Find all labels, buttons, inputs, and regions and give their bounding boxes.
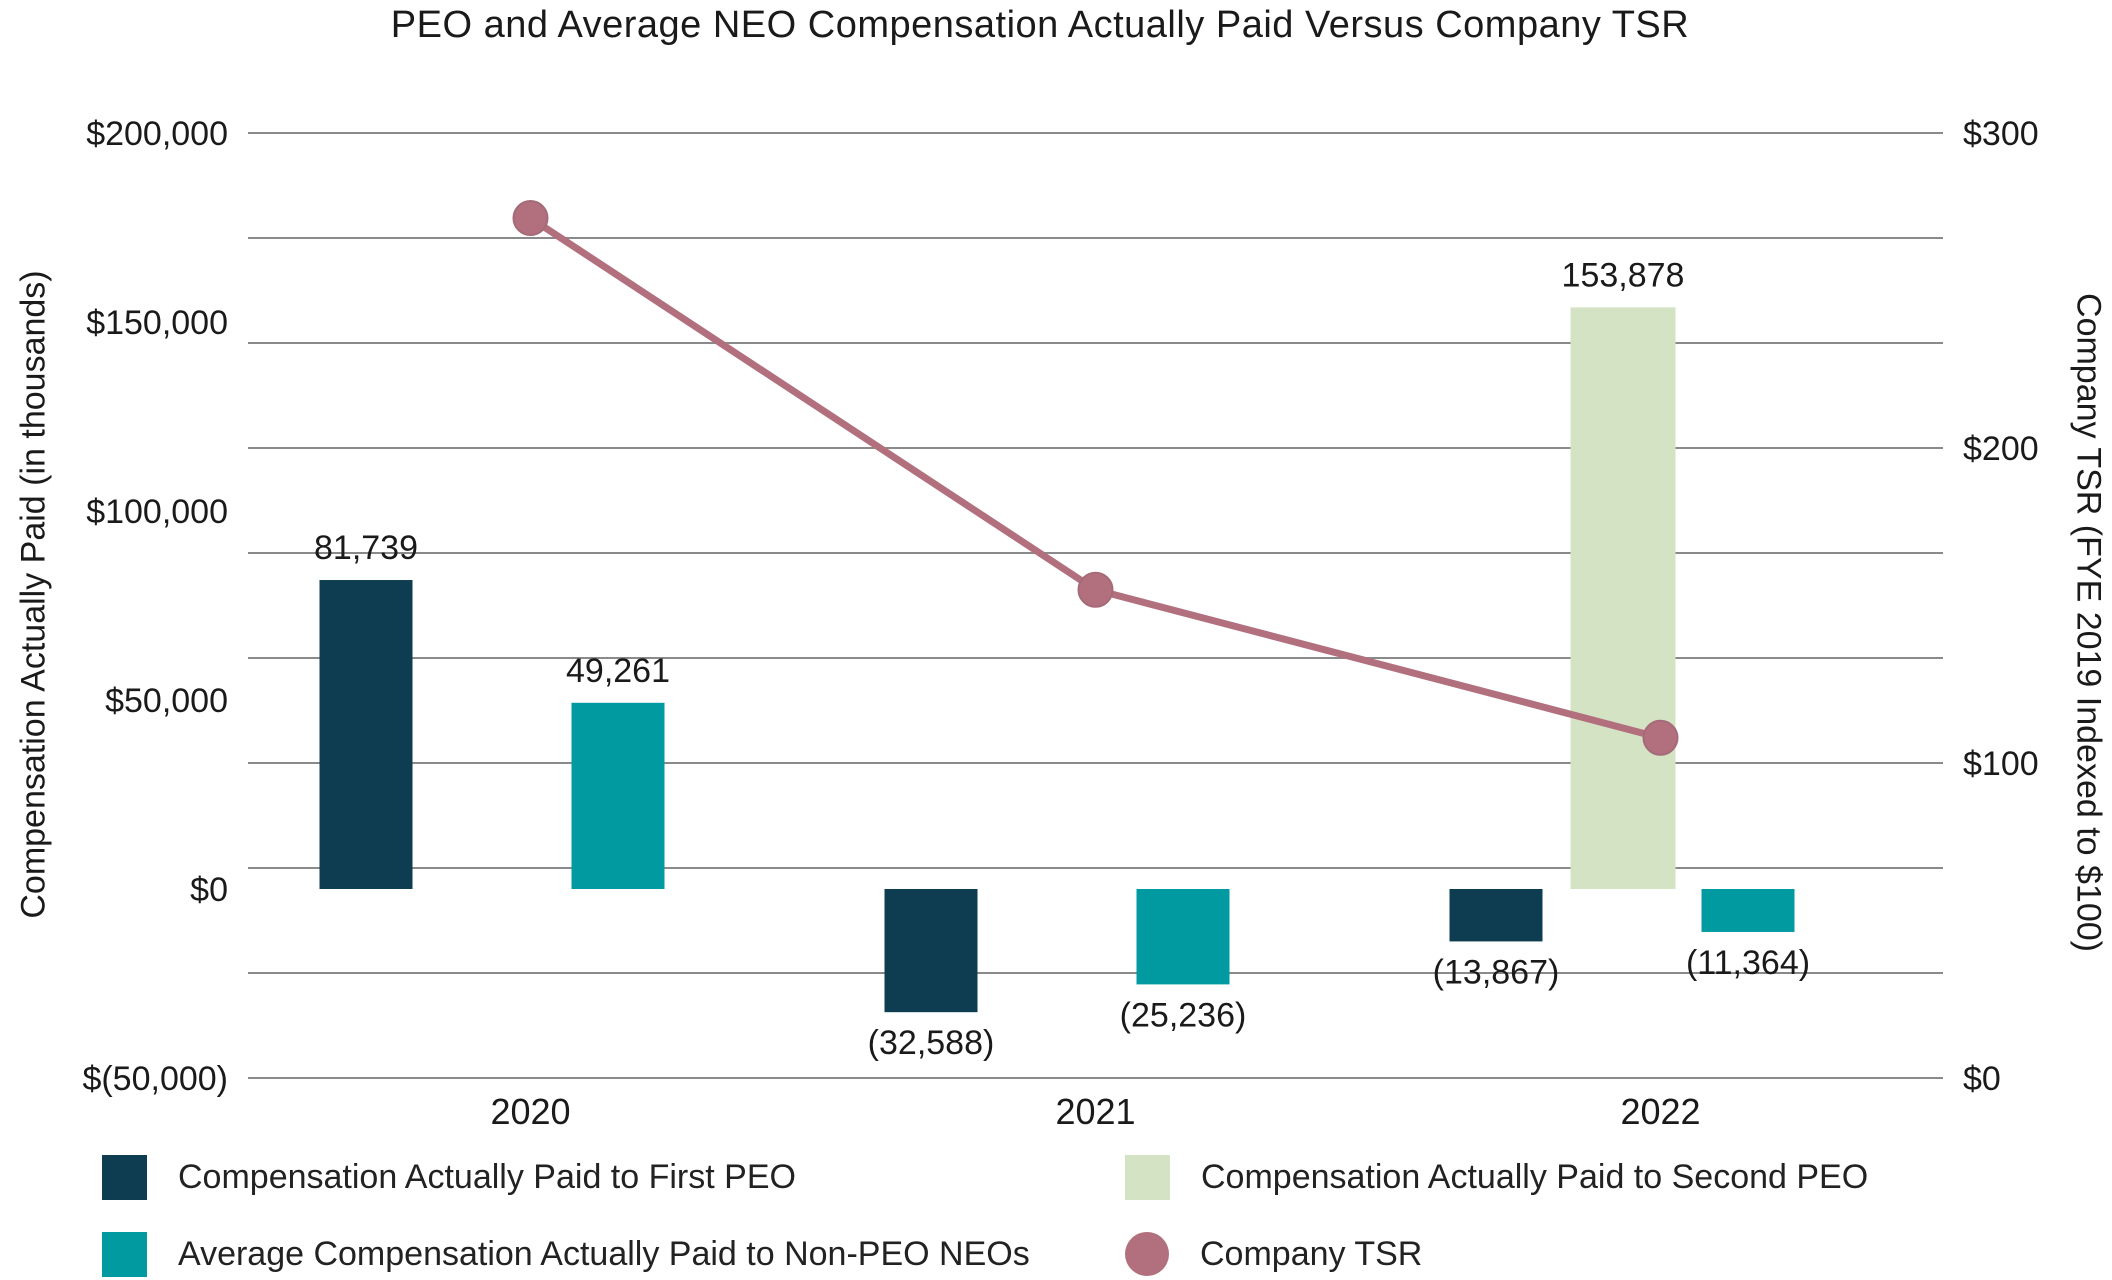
left-axis-tick-label: $150,000 — [86, 304, 228, 342]
legend-item-non-peo-neos: Average Compensation Actually Paid to No… — [102, 1232, 1030, 1277]
left-axis-tick-label: $200,000 — [86, 115, 228, 153]
tsr-line — [528, 215, 1662, 742]
bar-series3-2020 — [571, 702, 665, 889]
legend-label-non-peo-neos: Average Compensation Actually Paid to No… — [178, 1235, 1030, 1273]
company-tsr-dot-icon — [1125, 1232, 1169, 1276]
bar-value-label: (32,588) — [868, 1024, 995, 1062]
legend-label-first-peo: Compensation Actually Paid to First PEO — [178, 1158, 796, 1196]
bar-series2-2022 — [1570, 307, 1676, 889]
right-axis-tick-label: $300 — [1963, 115, 2039, 153]
bar-value-label: 49,261 — [566, 652, 670, 690]
tsr-point-2022 — [1642, 719, 1679, 756]
legend-label-company-tsr: Company TSR — [1200, 1234, 1423, 1273]
bar-series1-2022 — [1449, 889, 1543, 942]
left-axis-tick-label: $50,000 — [105, 682, 228, 720]
left-axis-tick-label: $(50,000) — [82, 1060, 228, 1098]
bar-series1-2020 — [319, 580, 413, 889]
bar-value-label: 81,739 — [314, 529, 418, 567]
bar-value-label: (25,236) — [1120, 996, 1247, 1034]
bar-series3-2022 — [1701, 889, 1795, 932]
legend-item-first-peo: Compensation Actually Paid to First PEO — [102, 1155, 796, 1200]
right-axis-tick-label: $100 — [1963, 745, 2039, 783]
legend-item-company-tsr: Company TSR — [1125, 1232, 1422, 1276]
first-peo-swatch-icon — [102, 1155, 147, 1200]
bar-series3-2021 — [1136, 889, 1230, 985]
chart-title: PEO and Average NEO Compensation Actuall… — [390, 4, 1690, 46]
bar-series1-2021 — [884, 889, 978, 1013]
left-axis-tick-label: $100,000 — [86, 493, 228, 531]
x-axis-label-2022: 2022 — [1620, 1091, 1700, 1132]
legend-item-second-peo: Compensation Actually Paid to Second PEO — [1125, 1155, 1868, 1200]
bar-value-label: 153,878 — [1562, 256, 1685, 294]
right-axis-tick-label: $0 — [1963, 1060, 2001, 1098]
right-axis-tick-label: $200 — [1963, 430, 2039, 468]
x-axis-label-2020: 2020 — [490, 1091, 570, 1132]
second-peo-swatch-icon — [1125, 1155, 1170, 1200]
bar-value-label: (13,867) — [1433, 953, 1560, 991]
left-axis-tick-label: $0 — [190, 871, 228, 909]
non-peo-neos-swatch-icon — [102, 1232, 147, 1277]
tsr-point-2020 — [512, 200, 549, 237]
bar-value-label: (11,364) — [1686, 944, 1810, 982]
tsr-point-2021 — [1077, 571, 1114, 608]
legend-label-second-peo: Compensation Actually Paid to Second PEO — [1201, 1158, 1869, 1196]
x-axis-label-2021: 2021 — [1055, 1091, 1135, 1132]
